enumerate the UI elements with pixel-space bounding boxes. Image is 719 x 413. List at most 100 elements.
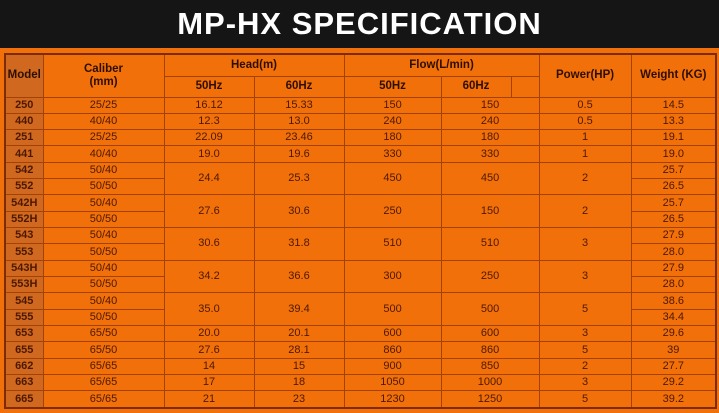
- cell-power: 5: [538, 390, 632, 409]
- table-row: 542H 50/40 27.6 30.6 250 150 2 25.7: [4, 194, 717, 229]
- cell-weight: 28.0: [630, 243, 717, 261]
- cell-flow-50hz: 900: [343, 357, 442, 376]
- cell-flow-60hz: 180: [440, 129, 540, 147]
- cell-model: 663: [4, 374, 44, 392]
- cell-head-60hz: 19.6: [253, 145, 345, 163]
- cell-flow-60hz: 330: [440, 145, 540, 163]
- col-header-flow: Flow(L/min): [343, 53, 540, 77]
- cell-power: 2: [538, 357, 632, 376]
- cell-power: 3: [538, 374, 632, 392]
- spec-table-body: 250 25/25 16.12 15.33 150 150 0.5 14.5 440 40/40 1…: [4, 96, 717, 409]
- cell-model: 441: [4, 145, 44, 163]
- cell-head-50hz: 19.0: [163, 145, 255, 163]
- cell-model: 250: [4, 96, 44, 114]
- cell-model: 553: [4, 243, 44, 261]
- cell-flow-50hz: 510: [343, 227, 442, 261]
- col-header-model: Model: [4, 53, 44, 98]
- cell-flow-60hz: 150: [440, 194, 540, 229]
- cell-flow-50hz: 1050: [343, 374, 442, 392]
- cell-power: 0.5: [538, 112, 632, 131]
- cell-model: 662: [4, 357, 44, 376]
- cell-head-50hz: 20.0: [163, 325, 255, 343]
- cell-model: 553H: [4, 276, 44, 294]
- cell-flow-60hz: 450: [440, 161, 540, 196]
- cell-flow-50hz: 450: [343, 161, 442, 196]
- table-row: 250 25/25 16.12 15.33 150 150 0.5 14.5: [4, 96, 717, 114]
- cell-caliber: 50/40: [42, 292, 165, 310]
- cell-head-50hz: 27.6: [163, 341, 255, 359]
- cell-flow-60hz: 860: [440, 341, 540, 359]
- cell-weight: 25.7: [630, 194, 717, 212]
- cell-caliber: 50/50: [42, 243, 165, 261]
- cell-head-60hz: 15: [253, 357, 345, 376]
- cell-model: 555: [4, 308, 44, 327]
- cell-caliber: 65/50: [42, 325, 165, 343]
- cell-head-60hz: 13.0: [253, 112, 345, 131]
- cell-model: 251: [4, 129, 44, 147]
- spec-table: Model Caliber (mm) Head(m) Flow(L/min) P…: [4, 53, 718, 409]
- table-row: 555 50/50 34.4: [4, 308, 717, 327]
- spec-table-header: Model Caliber (mm) Head(m) Flow(L/min) P…: [4, 53, 717, 98]
- cell-caliber: 50/50: [42, 276, 165, 294]
- cell-caliber: 50/50: [42, 210, 165, 229]
- cell-caliber: 40/40: [42, 112, 165, 131]
- cell-head-50hz: 14: [163, 357, 255, 376]
- cell-caliber: 50/50: [42, 308, 165, 327]
- col-header-caliber: Caliber (mm): [42, 53, 165, 98]
- cell-flow-60hz: 1250: [440, 390, 540, 409]
- cell-weight: 14.5: [630, 96, 717, 114]
- table-row: 542 50/40 24.4 25.3 450 450 2 25.7: [4, 161, 717, 196]
- cell-weight: 27.9: [630, 227, 717, 245]
- cell-power: 3: [538, 259, 632, 294]
- cell-flow-50hz: 860: [343, 341, 442, 359]
- cell-power: 2: [538, 161, 632, 196]
- cell-head-50hz: 17: [163, 374, 255, 392]
- cell-head-50hz: 27.6: [163, 194, 255, 229]
- title-bar: MP-HX SPECIFICATION: [0, 0, 719, 48]
- col-header-head-60hz: 60Hz: [253, 75, 345, 98]
- cell-model: 542H: [4, 194, 44, 212]
- cell-head-60hz: 36.6: [253, 259, 345, 294]
- cell-model: 655: [4, 341, 44, 359]
- cell-caliber: 25/25: [42, 96, 165, 114]
- cell-head-60hz: 23.46: [253, 129, 345, 147]
- cell-power: 1: [538, 145, 632, 163]
- cell-weight: 27.9: [630, 259, 717, 278]
- cell-flow-60hz: 600: [440, 325, 540, 343]
- cell-caliber: 65/65: [42, 374, 165, 392]
- header-row-1: Model Caliber (mm) Head(m) Flow(L/min) P…: [4, 53, 717, 98]
- cell-power: 5: [538, 341, 632, 359]
- table-row: 441 40/40 19.0 19.6 330 330 1 19.0: [4, 145, 717, 163]
- cell-model: 543H: [4, 259, 44, 278]
- cell-head-50hz: 35.0: [163, 292, 255, 327]
- col-header-flow-60hz: 60Hz: [440, 75, 512, 98]
- cell-flow-60hz: 150: [440, 96, 540, 114]
- cell-head-60hz: 30.6: [253, 194, 345, 229]
- table-row: 552H 50/50 26.5: [4, 210, 717, 229]
- table-row: 553H 50/50 28.0: [4, 276, 717, 294]
- cell-model: 552H: [4, 210, 44, 229]
- page-title: MP-HX SPECIFICATION: [177, 6, 542, 41]
- col-header-flow-50hz: 50Hz: [343, 75, 442, 98]
- cell-head-60hz: 28.1: [253, 341, 345, 359]
- cell-flow-50hz: 600: [343, 325, 442, 343]
- cell-flow-60hz: 510: [440, 227, 540, 261]
- cell-weight: 39.2: [630, 390, 717, 409]
- table-row: 653 65/50 20.0 20.1 600 600 3 29.6: [4, 325, 717, 343]
- cell-flow-50hz: 250: [343, 194, 442, 229]
- cell-power: 2: [538, 194, 632, 229]
- cell-caliber: 50/40: [42, 161, 165, 180]
- cell-flow-60hz: 850: [440, 357, 540, 376]
- cell-flow-50hz: 500: [343, 292, 442, 327]
- cell-head-50hz: 12.3: [163, 112, 255, 131]
- cell-flow-60hz: 500: [440, 292, 540, 327]
- table-row: 251 25/25 22.09 23.46 180 180 1 19.1: [4, 129, 717, 147]
- cell-power: 0.5: [538, 96, 632, 114]
- col-header-head: Head(m): [163, 53, 345, 77]
- cell-flow-50hz: 240: [343, 112, 442, 131]
- cell-head-50hz: 34.2: [163, 259, 255, 294]
- cell-weight: 28.0: [630, 276, 717, 294]
- table-row: 545 50/40 35.0 39.4 500 500 5 38.6: [4, 292, 717, 327]
